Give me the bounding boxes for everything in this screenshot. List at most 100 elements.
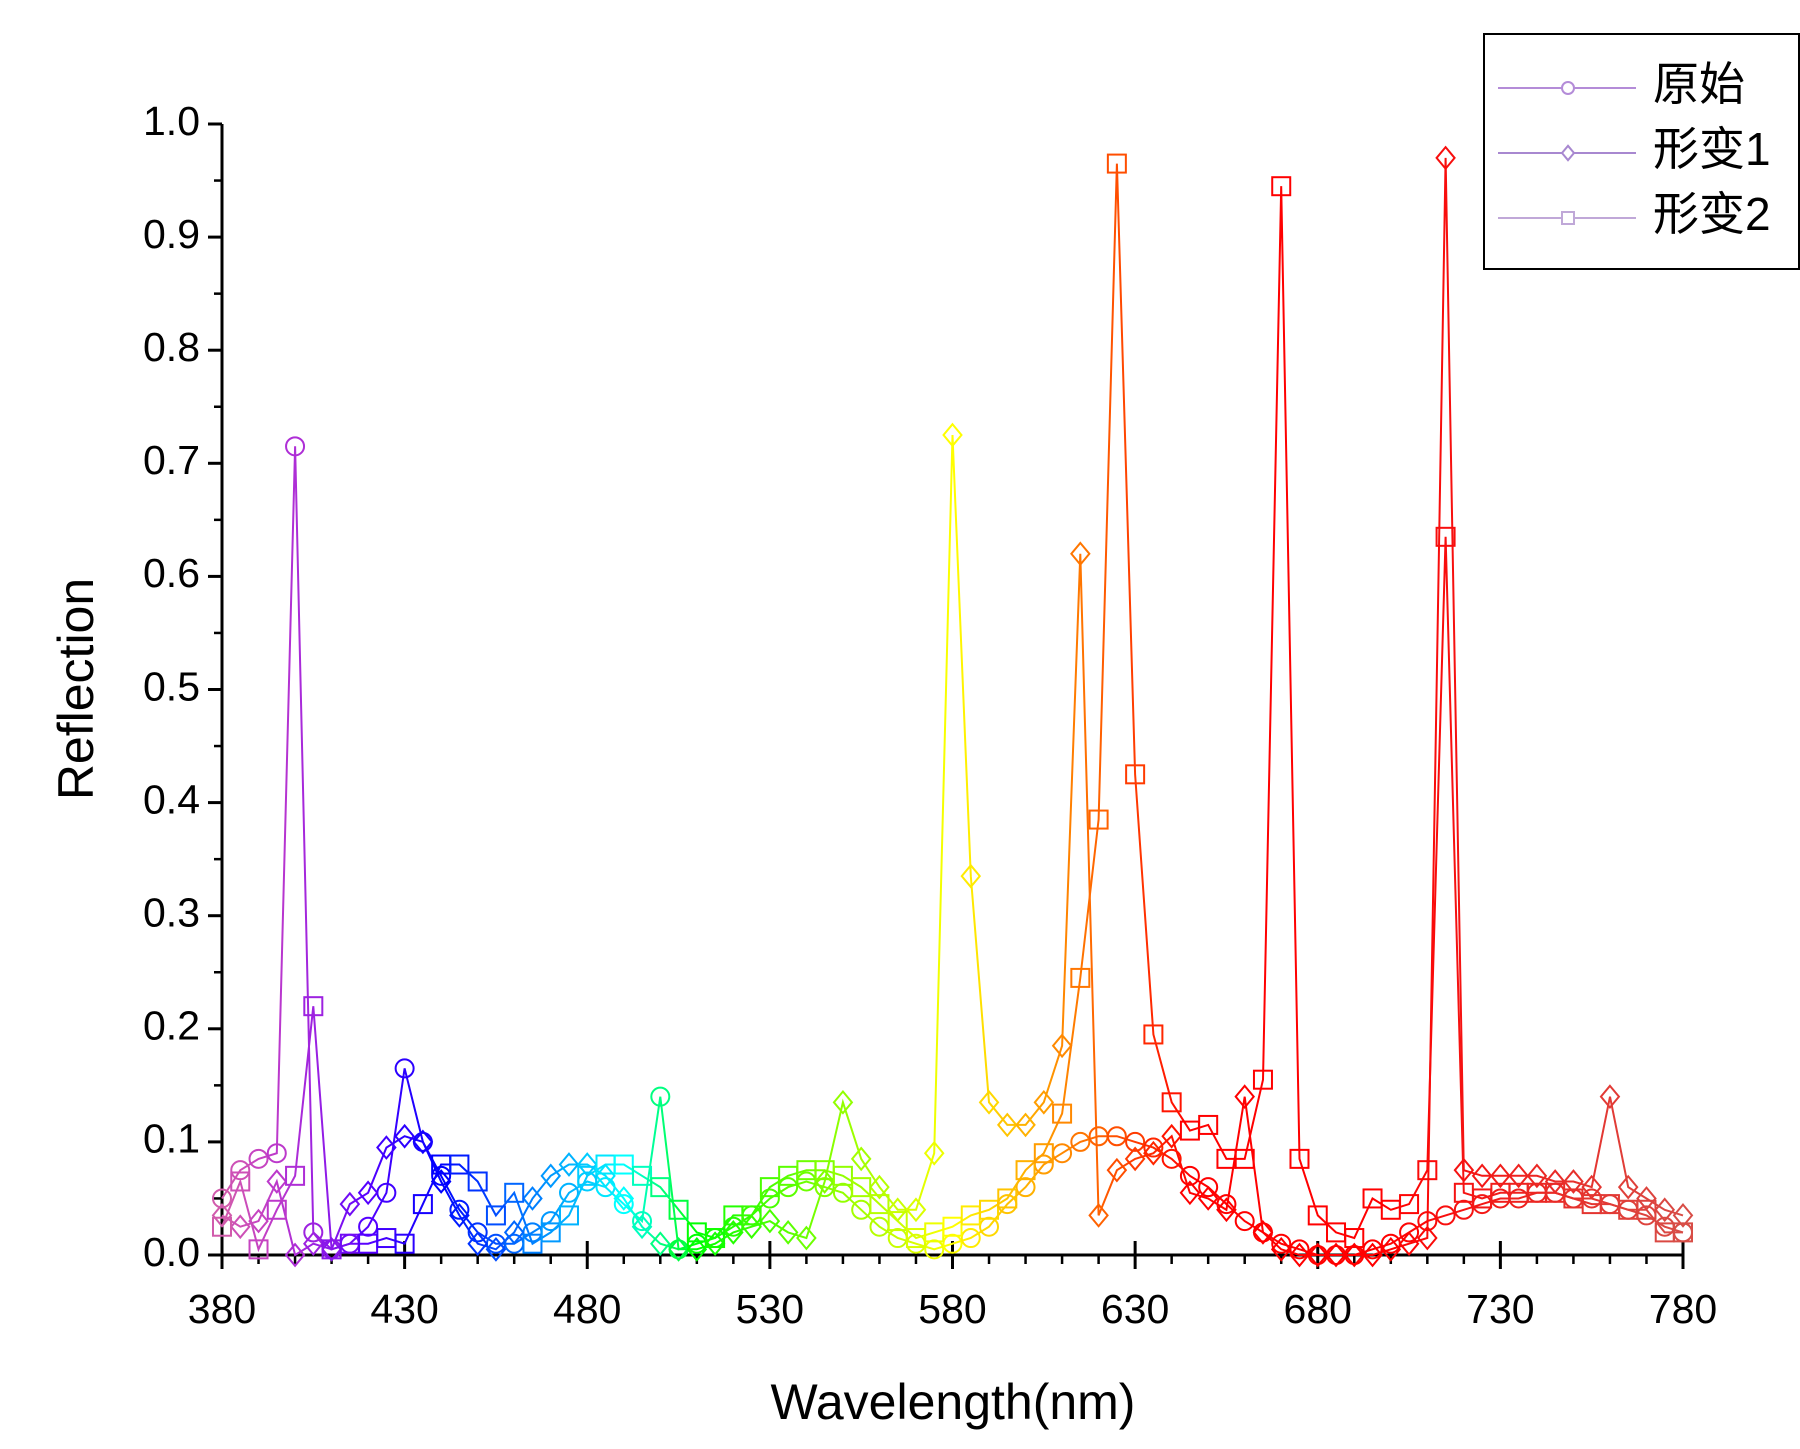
data-point [1526, 1163, 1548, 1189]
data-point [394, 1058, 415, 1079]
data-point [431, 1165, 452, 1186]
data-point [1197, 1186, 1219, 1211]
data-point [741, 1205, 762, 1226]
data-point [942, 1233, 963, 1254]
data-point [1490, 1163, 1511, 1189]
y-tick-label: 0.7 [143, 437, 200, 483]
data-point [759, 1208, 781, 1234]
data-point [540, 1222, 561, 1243]
legend-box [1483, 33, 1800, 270]
data-point [850, 1146, 872, 1172]
data-point [1271, 1233, 1292, 1254]
data-point [942, 422, 963, 448]
data-point [668, 1199, 689, 1220]
data-point [412, 1129, 434, 1155]
data-point [394, 1123, 415, 1149]
data-point [851, 1177, 872, 1198]
data-point [248, 1208, 269, 1234]
data-point [1435, 1205, 1456, 1226]
x-tick-label: 430 [370, 1286, 438, 1332]
data-point [467, 1222, 488, 1243]
data-point [1417, 1225, 1438, 1251]
data-point [212, 1188, 232, 1209]
data-point [1143, 1024, 1164, 1045]
data-point [1070, 541, 1091, 567]
legend-label: 形变1 [1653, 123, 1771, 175]
legend-marker [1560, 144, 1576, 162]
data-point [1617, 1174, 1639, 1200]
legend-marker [1561, 211, 1575, 225]
y-axis-title: Reflection [48, 578, 104, 800]
data-point [1271, 176, 1292, 197]
data-point [1399, 1194, 1420, 1215]
data-point [869, 1194, 890, 1215]
data-point [1198, 1177, 1219, 1198]
y-tick-label: 0.0 [143, 1229, 200, 1275]
data-point [723, 1220, 744, 1245]
data-point [1417, 1160, 1438, 1181]
data-point [1471, 1163, 1493, 1189]
data-point [613, 1186, 635, 1211]
data-point [1344, 1228, 1365, 1249]
y-tick-label: 0.8 [143, 324, 200, 370]
data-point [1362, 1242, 1383, 1268]
data-point [1052, 1103, 1073, 1124]
data-point [285, 436, 306, 457]
data-point [285, 1165, 306, 1186]
x-tick-label: 530 [736, 1286, 804, 1332]
data-point [1343, 1242, 1365, 1268]
data-point [632, 1211, 653, 1232]
data-point [485, 1205, 506, 1226]
y-tick-label: 1.0 [143, 98, 200, 144]
data-point [1672, 1203, 1694, 1228]
data-point [887, 1211, 908, 1232]
data-point [1508, 1163, 1529, 1189]
data-point [777, 1220, 799, 1245]
y-tick-label: 0.4 [143, 776, 200, 822]
data-point [1161, 1148, 1182, 1169]
data-point [248, 1239, 269, 1260]
x-tick-label: 680 [1284, 1286, 1352, 1332]
data-point [1453, 1199, 1474, 1220]
data-point [1179, 1165, 1200, 1186]
data-point [1161, 1123, 1182, 1149]
data-point [997, 1188, 1018, 1209]
data-point [1252, 1220, 1274, 1245]
x-tick-label: 480 [553, 1286, 621, 1332]
data-point [923, 1140, 945, 1166]
data-point [229, 1214, 251, 1240]
data-point [1325, 1242, 1347, 1268]
y-tick-label: 0.3 [143, 890, 200, 936]
data-point [1106, 1126, 1127, 1147]
data-point [668, 1236, 689, 1262]
data-point [1015, 1112, 1036, 1138]
data-point [1581, 1174, 1602, 1200]
data-point [449, 1154, 470, 1175]
data-point [632, 1165, 653, 1186]
data-point [467, 1231, 488, 1257]
y-tick-label: 0.1 [143, 1116, 200, 1162]
data-point [996, 1112, 1018, 1138]
y-tick-label: 0.2 [143, 1003, 200, 1049]
data-point [814, 1169, 835, 1194]
data-point [376, 1135, 397, 1160]
data-point [1125, 764, 1146, 785]
data-point [1051, 1033, 1073, 1059]
data-point [1106, 153, 1127, 174]
data-point [650, 1086, 671, 1107]
data-point [979, 1199, 1000, 1220]
data-point [266, 1169, 288, 1194]
legend-label: 形变2 [1653, 188, 1771, 240]
data-point [1161, 1092, 1182, 1113]
data-point [1216, 1197, 1237, 1223]
data-point [1234, 1084, 1256, 1110]
data-point [1399, 1222, 1420, 1243]
legend-marker [1561, 81, 1575, 95]
data-point [339, 1191, 361, 1217]
data-point [266, 1199, 287, 1220]
legend-label: 原始 [1653, 58, 1745, 110]
data-point [1252, 1069, 1273, 1090]
data-point [1270, 1236, 1292, 1262]
series-line [221, 163, 1683, 1253]
